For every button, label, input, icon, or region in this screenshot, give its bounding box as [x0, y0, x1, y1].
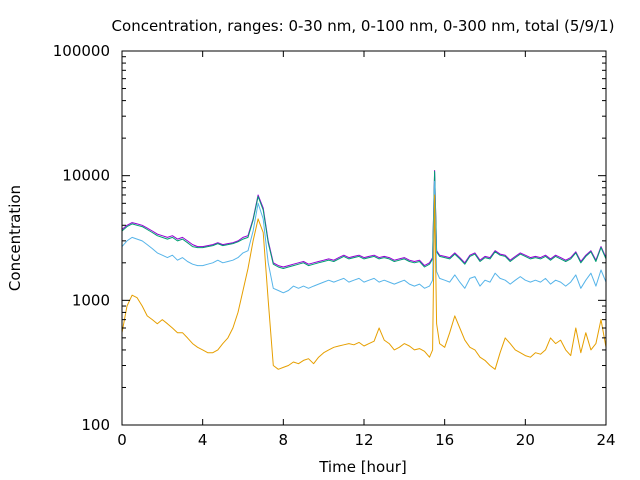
x-tick-label: 0 — [117, 431, 127, 449]
chart-title: Concentration, ranges: 0-30 nm, 0-100 nm… — [112, 17, 615, 35]
x-tick-label: 12 — [354, 431, 373, 449]
y-axis-label: Concentration — [6, 185, 24, 291]
series-layer — [121, 170, 607, 370]
y-tick-label: 100000 — [53, 42, 110, 60]
x-tick-label: 24 — [596, 431, 615, 449]
y-tick-label: 1000 — [72, 291, 110, 309]
x-tick-label: 8 — [279, 431, 289, 449]
series-line-4 — [121, 194, 607, 370]
y-tick-label: 100 — [81, 416, 110, 434]
series-line-3 — [121, 180, 607, 294]
y-tick-label: 10000 — [62, 167, 110, 185]
plot-border — [121, 50, 607, 426]
x-axis-label: Time [hour] — [318, 458, 407, 476]
series-line-1 — [121, 170, 607, 268]
x-tick-label: 4 — [198, 431, 208, 449]
x-tick-label: 16 — [435, 431, 454, 449]
x-tick-label: 20 — [516, 431, 535, 449]
series-line-2 — [121, 171, 607, 269]
